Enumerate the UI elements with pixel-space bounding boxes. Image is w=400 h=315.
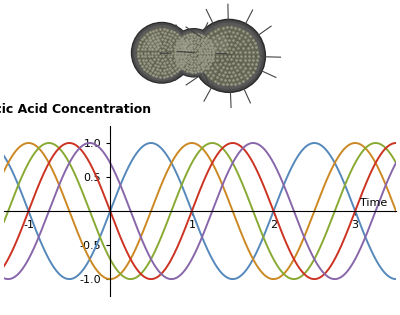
Line: Vesicle 5: Vesicle 5 (4, 143, 400, 279)
Vesicle 3 (22, 169, 27, 173)
Line: Vesicle 2: Vesicle 2 (4, 143, 400, 279)
Circle shape (136, 27, 187, 78)
Text: Time: Time (360, 198, 388, 208)
Vesicle 4 (390, 142, 395, 146)
Vesicle 5 (332, 277, 337, 281)
Circle shape (169, 28, 218, 77)
Vesicle 4 (196, 192, 201, 196)
Vesicle 3 (390, 155, 395, 159)
Circle shape (196, 22, 262, 89)
Vesicle 5 (196, 243, 201, 247)
Vesicle 1 (186, 199, 190, 203)
Vesicle 1 (394, 277, 398, 281)
Vesicle 5 (251, 141, 256, 145)
Circle shape (198, 26, 260, 86)
Vesicle 3 (292, 277, 296, 281)
Vesicle 5 (390, 167, 395, 171)
Vesicle 5 (317, 266, 322, 269)
Vesicle 4 (22, 220, 27, 224)
Vesicle 1 (22, 198, 27, 202)
Vesicle 2 (271, 277, 276, 281)
Line: Vesicle 3: Vesicle 3 (4, 143, 400, 279)
Vesicle 2 (353, 141, 358, 145)
Vesicle 2 (186, 142, 190, 146)
Vesicle 1 (2, 154, 6, 158)
Line: Vesicle 1: Vesicle 1 (4, 143, 400, 279)
Vesicle 4 (317, 276, 322, 280)
Vesicle 3 (373, 141, 378, 145)
Vesicle 5 (390, 167, 395, 171)
Vesicle 3 (390, 156, 395, 159)
Circle shape (210, 35, 229, 54)
Vesicle 1 (390, 277, 395, 280)
Vesicle 2 (22, 142, 27, 146)
Vesicle 1 (317, 142, 322, 146)
Vesicle 2 (196, 143, 201, 147)
Line: Vesicle 4: Vesicle 4 (4, 143, 400, 279)
Circle shape (192, 19, 266, 93)
Circle shape (172, 31, 216, 75)
Vesicle 4 (186, 219, 190, 223)
Circle shape (132, 23, 192, 83)
Vesicle 2 (390, 201, 395, 204)
Text: Silicic Acid Concentration: Silicic Acid Concentration (0, 103, 151, 116)
Circle shape (131, 22, 193, 84)
Vesicle 4 (394, 141, 398, 145)
Circle shape (182, 39, 194, 52)
Vesicle 1 (390, 277, 395, 280)
Vesicle 4 (312, 277, 317, 281)
Vesicle 2 (2, 169, 6, 173)
Circle shape (134, 25, 190, 81)
Vesicle 4 (390, 142, 395, 146)
Vesicle 3 (317, 247, 322, 251)
Vesicle 4 (2, 264, 6, 268)
Circle shape (170, 29, 218, 77)
Vesicle 2 (317, 196, 322, 200)
Vesicle 3 (186, 169, 190, 173)
Vesicle 3 (196, 150, 201, 154)
Vesicle 5 (22, 264, 27, 268)
Circle shape (146, 36, 162, 51)
Vesicle 1 (312, 141, 317, 145)
Vesicle 3 (2, 220, 6, 224)
Vesicle 1 (196, 226, 201, 230)
Circle shape (193, 20, 265, 92)
Vesicle 5 (2, 276, 6, 280)
Vesicle 2 (390, 201, 395, 205)
Circle shape (174, 32, 214, 73)
Vesicle 5 (186, 264, 190, 268)
